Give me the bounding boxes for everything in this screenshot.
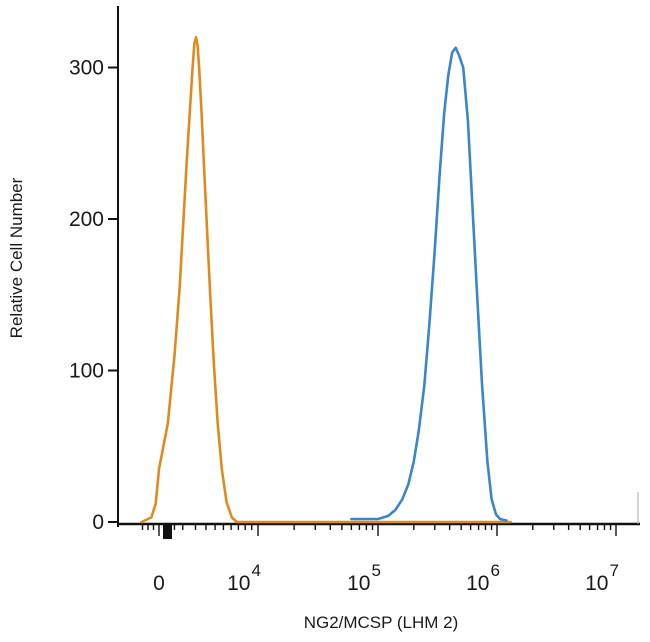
y-tick-label: 300 xyxy=(69,57,104,80)
blue-series-line xyxy=(350,46,508,522)
y-ticks: 0 100 200 300 xyxy=(69,57,118,534)
zero-marker xyxy=(163,523,172,539)
x-tick-label: 104 xyxy=(227,561,261,595)
y-tick-label: 0 xyxy=(92,511,104,534)
x-tick-label: 106 xyxy=(466,561,500,595)
y-tick-label: 100 xyxy=(69,360,104,383)
axes xyxy=(117,6,640,539)
orange-series-line xyxy=(140,35,512,524)
x-axis-title: NG2/MCSP (LHM 2) xyxy=(304,613,459,632)
y-axis-title: Relative Cell Number xyxy=(7,177,26,338)
x-tick-label: 0 xyxy=(153,572,165,595)
y-tick-label: 200 xyxy=(69,208,104,231)
histogram-series xyxy=(140,35,512,524)
x-ticks: 0 104 105 106 107 xyxy=(141,524,619,595)
x-tick-label: 107 xyxy=(585,561,619,595)
x-tick-label: 105 xyxy=(347,561,381,595)
